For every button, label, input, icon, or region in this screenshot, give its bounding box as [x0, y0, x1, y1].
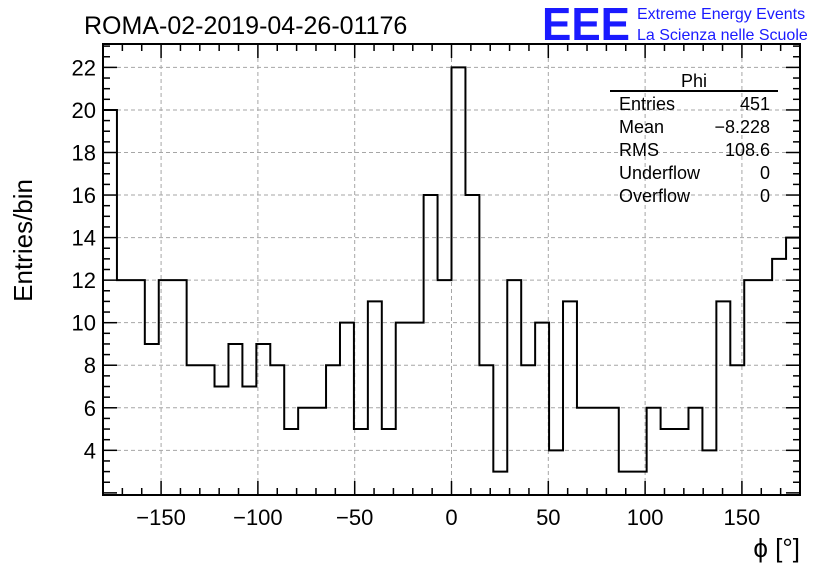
stats-row-label: Overflow	[619, 186, 691, 206]
stats-row-value: 451	[740, 94, 770, 114]
y-axis-label: Entries/bin	[8, 179, 38, 302]
x-tick-label: 100	[627, 505, 664, 530]
x-tick-label: −150	[136, 505, 186, 530]
eee-logo-line1: Extreme Energy Events	[637, 6, 805, 23]
y-tick-label: 14	[72, 226, 96, 251]
stats-box: Phi Entries 451 Mean −8.228 RMS 108.6 Underflo…	[610, 71, 778, 206]
eee-logo: EEE Extreme Energy Events La Scienza nel…	[542, 0, 808, 50]
chart-title: ROMA-02-2019-04-26-01176	[84, 12, 407, 40]
y-tick-label: 20	[72, 98, 96, 123]
y-tick-label: 10	[72, 311, 96, 336]
x-tick-label: 0	[445, 505, 457, 530]
x-tick-label: −50	[336, 505, 373, 530]
x-axis: −150 −100 −50 0 50 100 150	[121, 44, 801, 530]
histogram-series	[102, 66, 800, 495]
x-tick-label: 50	[536, 505, 560, 530]
stats-row-value: 0	[760, 163, 770, 183]
stats-row-label: RMS	[619, 140, 659, 160]
x-axis-label: ϕ [°]	[753, 533, 800, 563]
y-tick-label: 22	[72, 55, 96, 80]
stats-row-label: Mean	[619, 117, 664, 137]
y-tick-label: 12	[72, 268, 96, 293]
stats-row-label: Underflow	[619, 163, 701, 183]
eee-logo-line2: La Scienza nelle Scuole	[637, 27, 808, 44]
y-tick-label: 16	[72, 183, 96, 208]
y-tick-label: 4	[84, 438, 96, 463]
y-tick-label: 6	[84, 396, 96, 421]
eee-logo-mark: EEE	[542, 0, 630, 50]
stats-row-label: Entries	[619, 94, 675, 114]
y-tick-label: 8	[84, 353, 96, 378]
stats-box-title: Phi	[681, 71, 707, 91]
stats-row-value: 108.6	[725, 140, 770, 160]
stats-row-value: −8.228	[714, 117, 770, 137]
x-tick-label: 150	[724, 505, 761, 530]
stats-row-value: 0	[760, 186, 770, 206]
y-tick-label: 18	[72, 140, 96, 165]
x-tick-label: −100	[233, 505, 283, 530]
y-axis: 4 6 8 10 12 14 16 18 20 22	[72, 45, 800, 494]
